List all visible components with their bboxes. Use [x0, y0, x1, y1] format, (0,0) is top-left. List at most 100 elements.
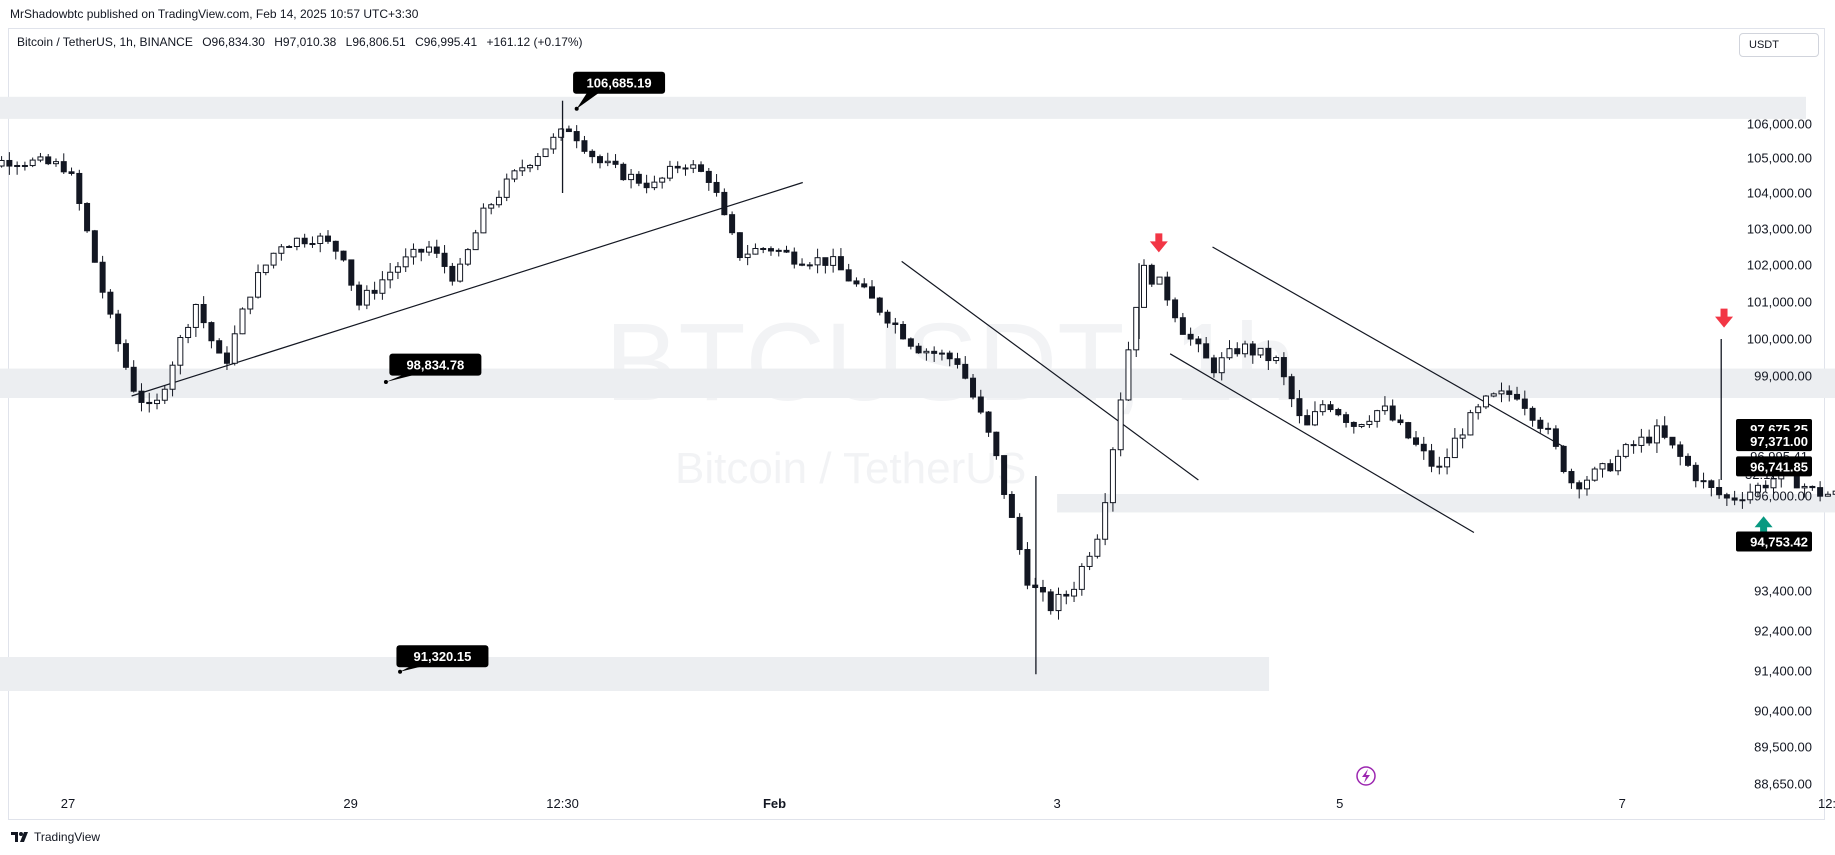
- candle-66: [464, 248, 471, 267]
- candle-192: [1444, 448, 1451, 475]
- candle-129: [954, 352, 961, 369]
- candle-218: [1646, 429, 1653, 446]
- candle-183: [1374, 409, 1381, 428]
- candle-159: [1187, 327, 1194, 346]
- candle-108: [791, 247, 798, 269]
- currency-selector[interactable]: USDT: [1739, 33, 1819, 57]
- candle-170: [1273, 355, 1280, 364]
- candle-96: [698, 161, 705, 173]
- callout-label-2: 91,320.15: [414, 649, 472, 664]
- candle-127: [938, 349, 945, 361]
- price-badges: 97,675.2597,371.0096,995.4132:1296,741.8…: [1736, 418, 1812, 552]
- candle-105: [767, 246, 774, 256]
- tradingview-logo[interactable]: TradingView: [10, 830, 100, 844]
- candle-224: [1692, 462, 1699, 488]
- zone-2[interactable]: [1057, 494, 1835, 513]
- candle-117: [861, 278, 868, 289]
- price-callout-2[interactable]: 91,320.15: [396, 645, 489, 674]
- candle-86: [620, 162, 627, 181]
- down-arrow-icon-1[interactable]: [1715, 308, 1734, 328]
- candle-232: [1754, 482, 1761, 497]
- candle-103: [752, 243, 759, 255]
- candle-65: [457, 257, 464, 283]
- candle-36: [231, 325, 238, 366]
- candle-62: [433, 239, 440, 258]
- candle-209: [1576, 480, 1583, 499]
- candle-111: [814, 248, 821, 274]
- candle-204: [1537, 417, 1544, 433]
- candle-55: [379, 271, 386, 300]
- x-tick-0: 27: [61, 796, 75, 811]
- candle-23: [130, 360, 137, 393]
- candle-171: [1280, 352, 1287, 386]
- trendline-3[interactable]: [1169, 353, 1475, 534]
- candle-43: [286, 244, 293, 248]
- y-tick-1: 105,000.00: [1747, 151, 1812, 166]
- candle-92: [666, 160, 673, 182]
- candle-80: [573, 125, 580, 149]
- candle-13: [52, 158, 59, 167]
- tradingview-brand: TradingView: [34, 830, 101, 844]
- trendline-1[interactable]: [901, 260, 1199, 481]
- tradingview-logo-icon: [11, 832, 28, 842]
- y-tick-7: 99,000.00: [1754, 369, 1812, 384]
- candle-22: [122, 339, 129, 370]
- price-callout-0[interactable]: 106,685.19: [573, 71, 666, 111]
- callouts: 106,685.1998,834.7891,320.1598,521.3395,…: [383, 71, 666, 674]
- symbol-label[interactable]: Bitcoin / TetherUS, 1h, BINANCE: [17, 35, 193, 49]
- candle-198: [1490, 392, 1497, 398]
- trendline-2[interactable]: [1212, 246, 1567, 449]
- up-arrow-icon-4[interactable]: [1754, 516, 1773, 536]
- candle-140: [1039, 579, 1046, 602]
- candle-26: [154, 393, 161, 410]
- svg-text:94,753.42: 94,753.42: [1750, 535, 1808, 550]
- candle-27: [161, 385, 168, 404]
- candle-39: [255, 264, 262, 299]
- candle-90: [651, 175, 658, 191]
- candle-169: [1265, 340, 1272, 371]
- candle-72: [511, 169, 518, 183]
- markers: [1149, 233, 1773, 536]
- published-by-line: MrShadowbtc published on TradingView.com…: [10, 7, 419, 21]
- down-arrow-icon-0[interactable]: [1149, 233, 1168, 253]
- candle-212: [1599, 462, 1606, 478]
- candle-6: [0, 156, 5, 168]
- candle-238: [1801, 483, 1808, 498]
- lightning-icon[interactable]: [1356, 766, 1376, 786]
- candle-242: [1832, 490, 1835, 495]
- candle-42: [278, 244, 285, 261]
- change-value: +161.12 (+0.17%): [486, 35, 583, 49]
- price-badge-1: 97,371.00: [1736, 431, 1812, 452]
- candle-71: [503, 173, 510, 202]
- price-callout-1[interactable]: 98,834.78: [383, 353, 482, 384]
- candle-158: [1179, 312, 1186, 335]
- candle-145: [1078, 563, 1085, 596]
- candle-205: [1545, 422, 1552, 435]
- candle-215: [1622, 442, 1629, 459]
- y-tick-13: 89,500.00: [1754, 740, 1812, 755]
- candle-190: [1428, 443, 1435, 473]
- y-tick-9: 93,400.00: [1754, 584, 1812, 599]
- candle-163: [1218, 352, 1225, 381]
- trendline-0[interactable]: [131, 181, 803, 397]
- zone-3[interactable]: [0, 657, 1270, 691]
- candle-11: [37, 152, 44, 163]
- candle-123: [907, 337, 914, 350]
- zone-1[interactable]: [0, 368, 1835, 398]
- candle-177: [1327, 400, 1334, 413]
- candle-241: [1824, 491, 1831, 497]
- candle-176: [1319, 400, 1326, 416]
- price-axis[interactable]: 106,000.00 105,000.00 104,000.00 103,000.00…: [1747, 117, 1812, 792]
- candle-100: [729, 211, 736, 236]
- candle-175: [1311, 401, 1318, 427]
- candles: [0, 100, 1835, 675]
- candle-174: [1304, 409, 1311, 426]
- candle-146: [1086, 552, 1093, 571]
- candle-186: [1397, 414, 1404, 426]
- candle-160: [1195, 336, 1202, 353]
- candle-59: [410, 243, 417, 265]
- candle-197: [1482, 395, 1489, 410]
- zone-0[interactable]: [0, 96, 1806, 119]
